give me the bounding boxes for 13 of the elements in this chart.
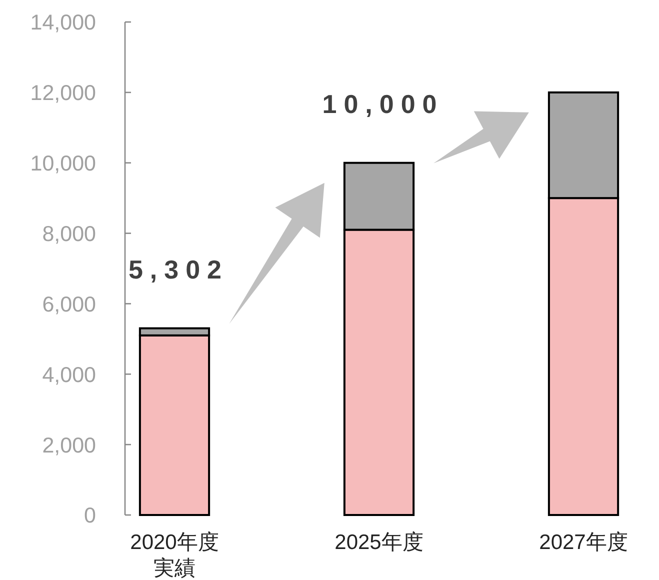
y-tick-label: 2,000 (42, 433, 96, 458)
y-tick-label: 14,000 (30, 10, 96, 35)
x-tick-label: 2020年度実績 (130, 531, 219, 580)
x-tick-label: 2027年度 (539, 531, 628, 554)
y-tick-label: 6,000 (42, 292, 96, 316)
total-label: 5,302 (128, 254, 229, 284)
total-label: 10,000 (322, 88, 444, 119)
y-tick-label: 4,000 (42, 362, 96, 387)
y-tick-label: 10,000 (30, 152, 96, 176)
y-tick-label: 0 (84, 504, 96, 528)
x-tick-label: 2025年度 (334, 531, 424, 554)
y-tick-label: 8,000 (42, 222, 96, 246)
y-tick-label: 12,000 (30, 81, 96, 106)
